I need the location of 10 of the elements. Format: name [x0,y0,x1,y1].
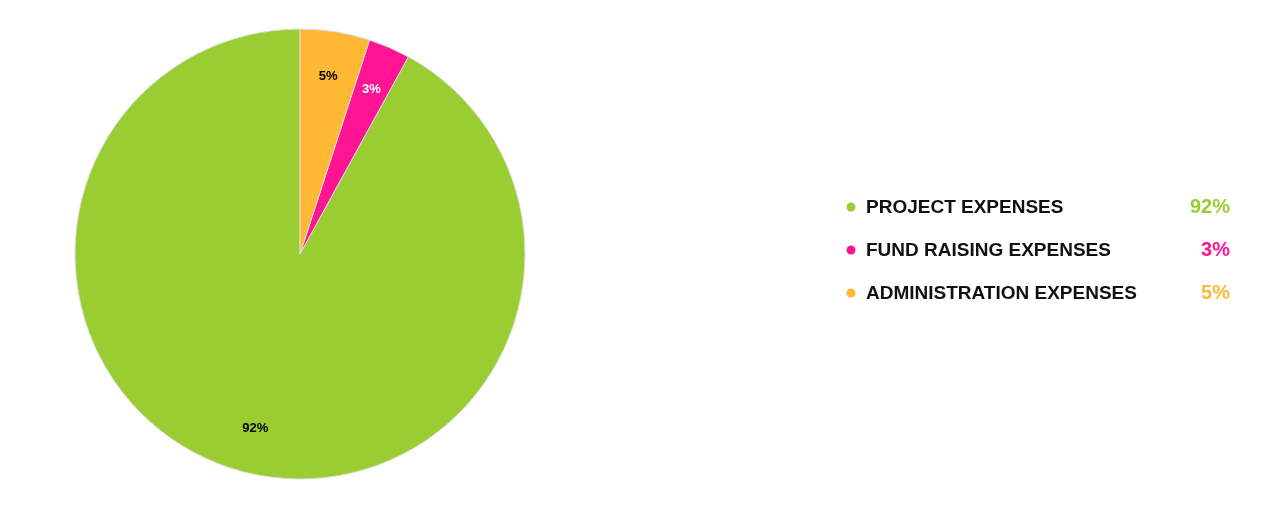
data-label: 3% [362,80,382,96]
legend-label: ADMINISTRATION EXPENSES [866,282,1137,303]
data-label: 5% [318,68,338,84]
text: 92% [1189,195,1230,217]
legend-label: PROJECT EXPENSES [866,196,1064,217]
pie-slice [74,28,526,480]
text: 3% [1201,238,1230,260]
legend-label: FUND RAISING EXPENSES [866,239,1111,260]
data-label: 92% [242,420,269,436]
text: 5% [1201,281,1230,303]
